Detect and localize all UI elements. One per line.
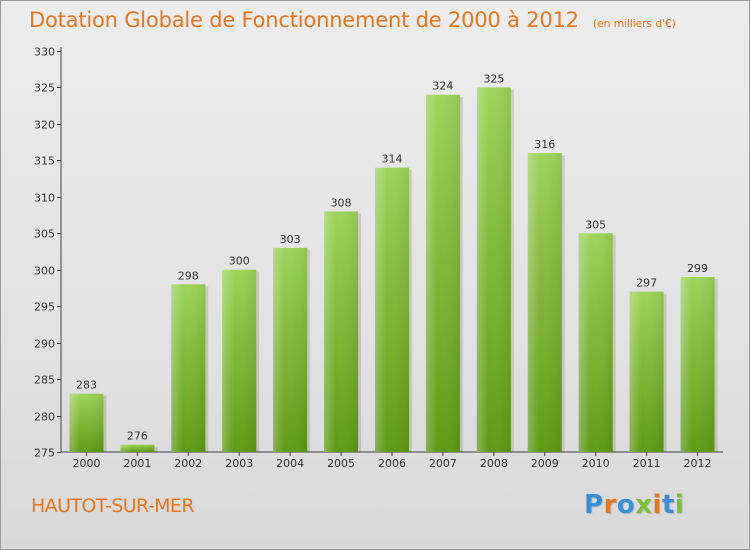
x-tick-label: 2006	[378, 457, 406, 470]
value-label: 316	[534, 138, 555, 151]
value-label: 298	[178, 269, 199, 282]
y-tick-label: 325	[34, 82, 55, 95]
value-label: 324	[432, 80, 453, 93]
x-tick-label: 2009	[531, 457, 559, 470]
y-tick-label: 300	[34, 265, 55, 278]
value-label: 325	[483, 72, 504, 85]
y-tick-label: 290	[34, 338, 55, 351]
bar-shade	[476, 87, 511, 453]
logo-letter: P	[584, 490, 604, 520]
x-tick-label: 2010	[582, 457, 610, 470]
x-tick-label: 2007	[429, 457, 457, 470]
x-tick-label: 2003	[225, 457, 253, 470]
value-labels: 283 276 298 300 303 308 314 324 325 316 305 297 299	[76, 72, 708, 442]
bar-shade	[527, 153, 562, 452]
y-tick-label: 275	[34, 447, 55, 460]
bar-shade	[120, 444, 155, 452]
chart-title: Dotation Globale de Fonctionnement de 20…	[29, 8, 676, 32]
y-tick-label: 330	[34, 46, 55, 59]
value-label: 303	[280, 233, 301, 246]
bar-shade	[324, 211, 359, 452]
x-tick-label: 2011	[633, 457, 661, 470]
value-label: 305	[585, 218, 606, 231]
proxiti-logo: Proxiti	[584, 490, 684, 520]
logo-letter: i	[674, 490, 685, 520]
value-label: 308	[331, 196, 352, 209]
logo-letter: o	[616, 490, 636, 520]
y-tick-label: 305	[34, 228, 55, 241]
x-tick-label: 2012	[684, 457, 712, 470]
x-tick-label: 2008	[480, 457, 508, 470]
title-text: Dotation Globale de Fonctionnement de 20…	[29, 8, 579, 32]
x-tick-label: 2004	[276, 457, 304, 470]
value-label: 300	[229, 255, 250, 268]
bar-shade	[69, 393, 104, 452]
y-tick-label: 315	[34, 155, 55, 168]
value-label: 297	[636, 277, 657, 290]
y-tick-label: 295	[34, 301, 55, 314]
y-tick-label: 310	[34, 192, 55, 205]
x-tick-label: 2001	[123, 457, 151, 470]
logo-letter: x	[635, 490, 653, 520]
value-label: 283	[76, 379, 97, 392]
y-tick-label: 280	[34, 411, 55, 424]
commune-name: HAUTOT-SUR-MER	[31, 495, 195, 517]
axes: 275 280 285 290 295 300 305 310 315 320 325 330 2000…	[34, 46, 723, 470]
bar-shade	[171, 284, 206, 452]
bar-shade	[425, 94, 460, 452]
logo-letter: t	[661, 490, 675, 520]
unit-label: (en milliers d'€)	[592, 17, 676, 30]
bar-shade	[629, 291, 664, 452]
bar-shade	[680, 277, 715, 452]
y-tick-label: 285	[34, 374, 55, 387]
bar-shade	[222, 269, 257, 452]
logo-letter: r	[603, 490, 617, 520]
y-tick-label: 320	[34, 119, 55, 132]
x-tick-label: 2005	[327, 457, 355, 470]
logo-letter: i	[652, 490, 662, 520]
value-label: 314	[382, 153, 403, 166]
bars	[69, 87, 718, 453]
bar-shade	[375, 167, 409, 452]
x-tick-label: 2000	[72, 457, 100, 470]
bar-shade	[273, 247, 308, 452]
bar-shade	[578, 233, 613, 452]
value-label: 276	[127, 430, 148, 443]
value-label: 299	[687, 262, 708, 275]
x-tick-label: 2002	[174, 457, 202, 470]
